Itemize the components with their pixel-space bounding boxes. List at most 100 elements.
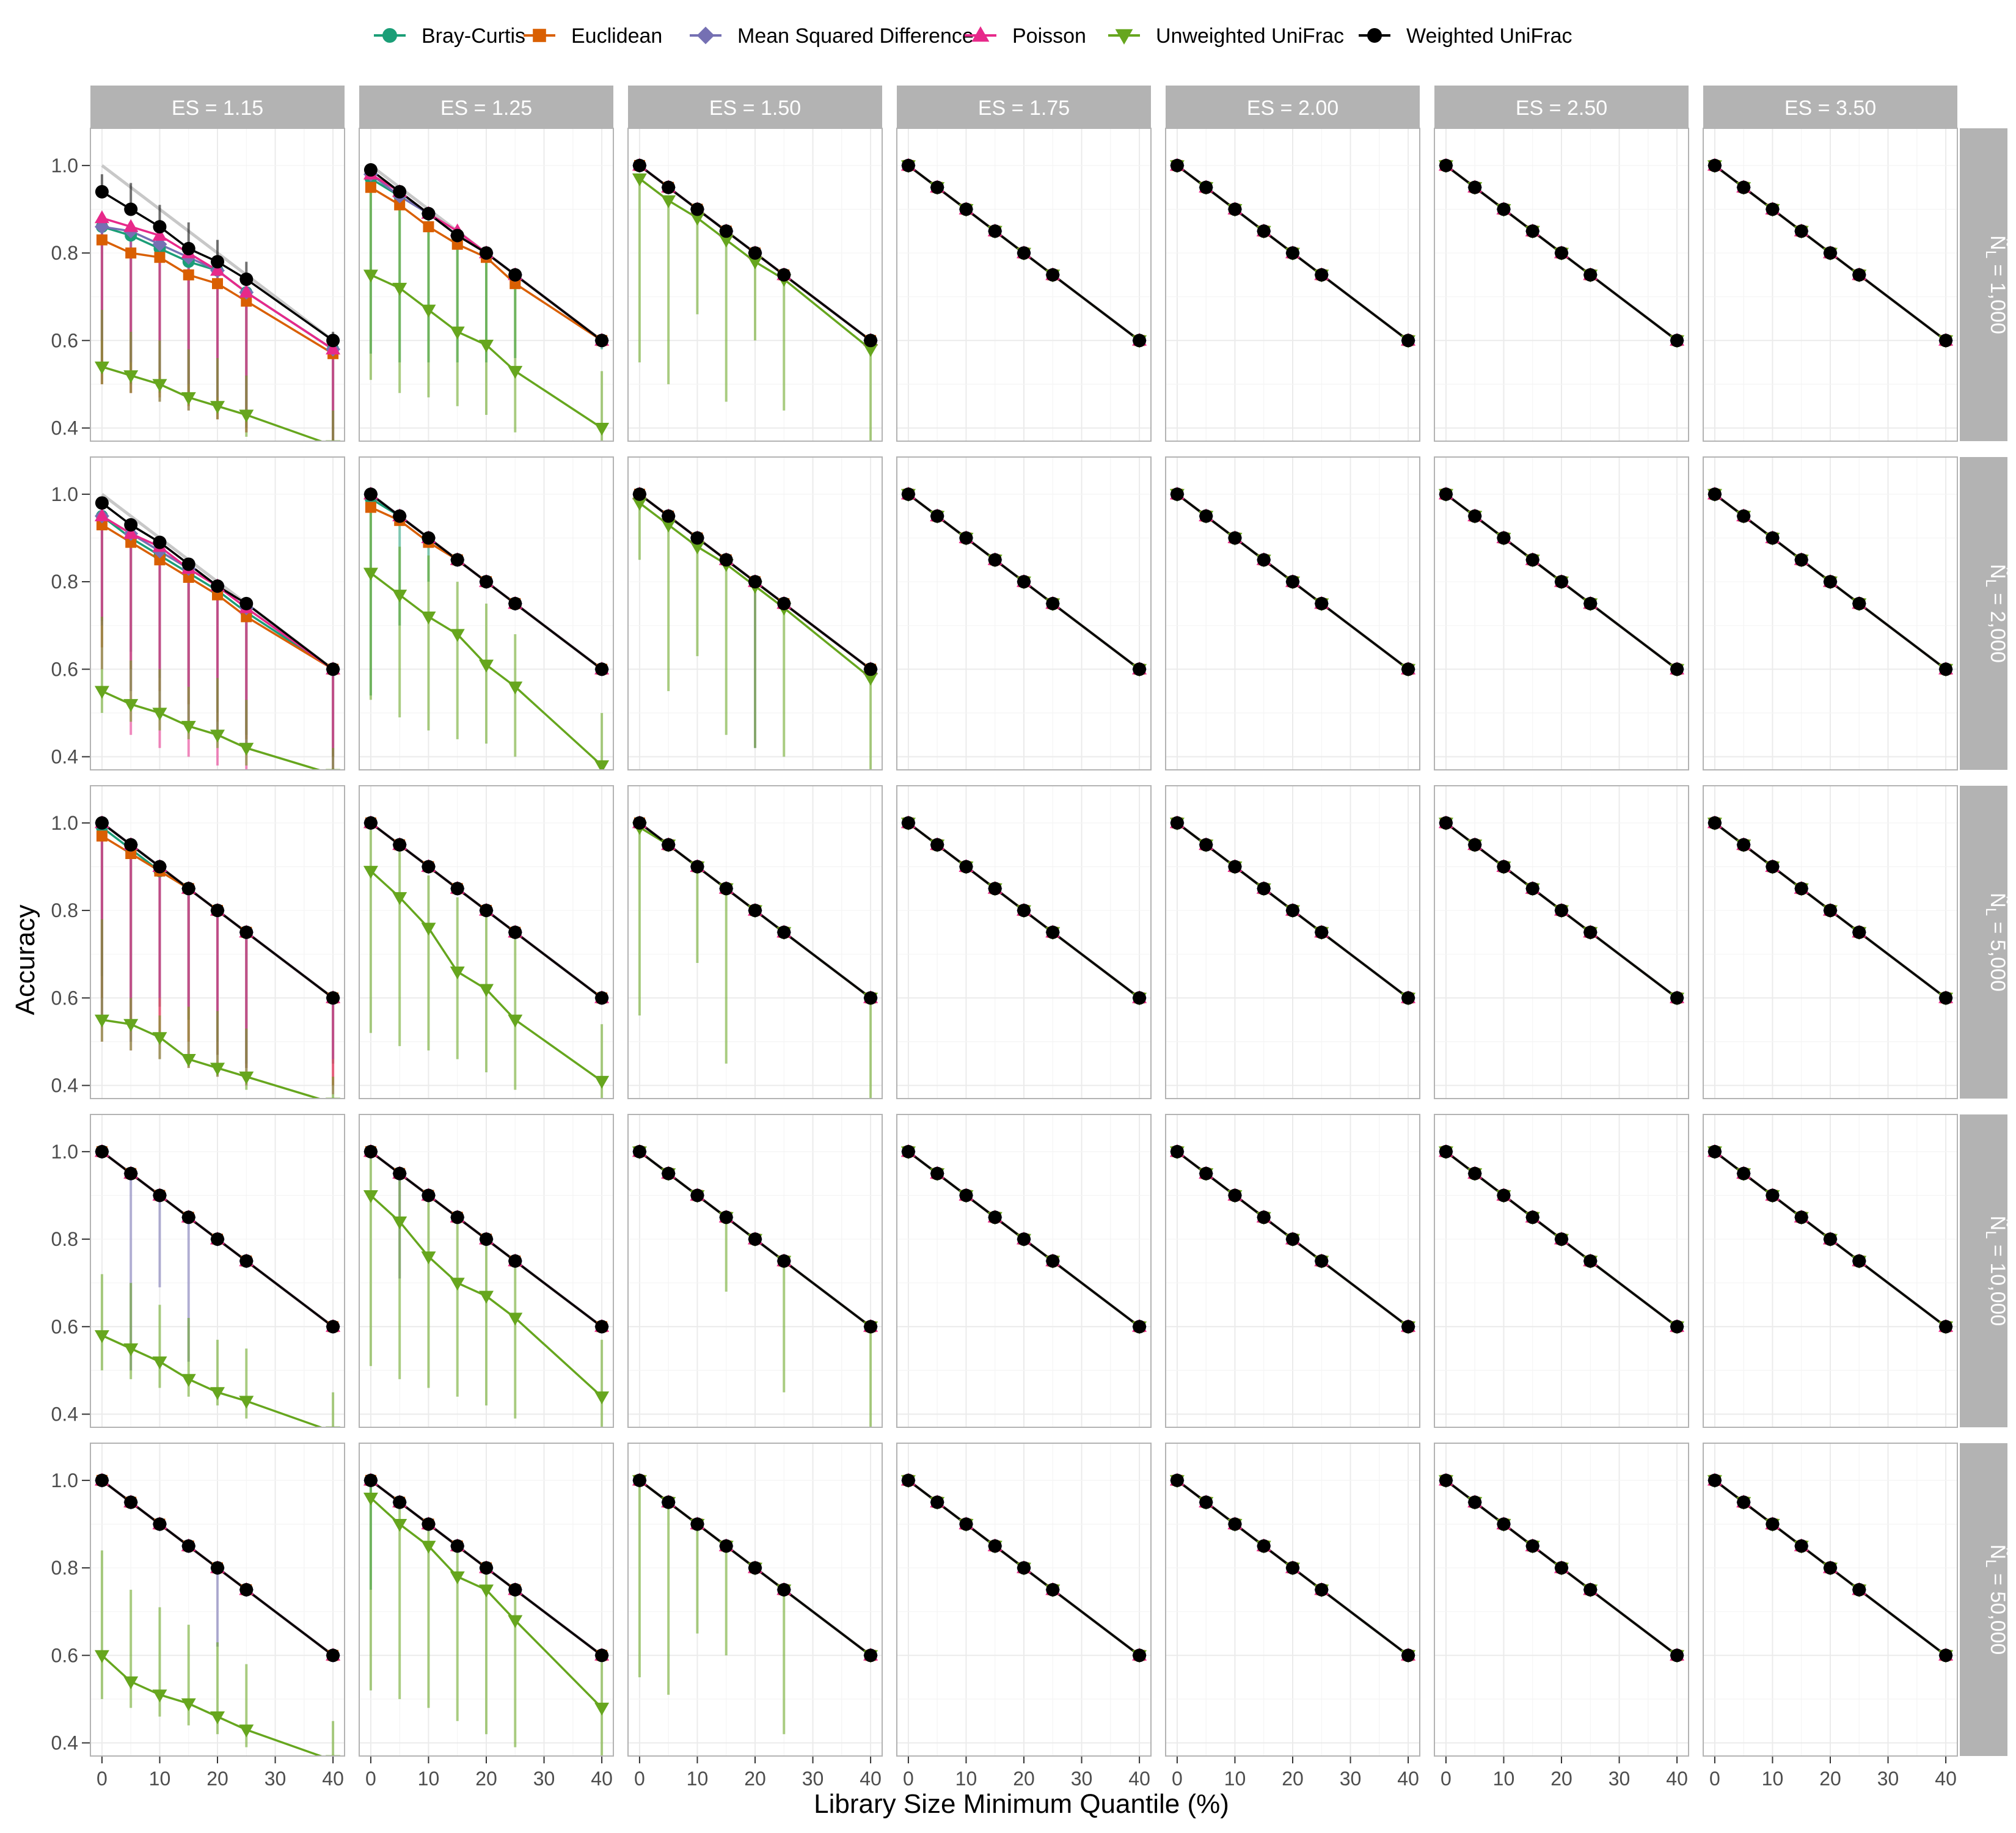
- data-point: [719, 224, 733, 238]
- data-point: [1133, 991, 1147, 1005]
- data-point: [1707, 158, 1722, 172]
- data-point: [421, 1540, 436, 1554]
- y-axis-title: Accuracy: [10, 905, 40, 1015]
- data-point: [1017, 246, 1031, 260]
- data-point: [1939, 334, 1953, 348]
- panel-border: [1434, 785, 1689, 1099]
- data-point: [326, 662, 340, 676]
- x-tick-label: 20: [1013, 1768, 1035, 1790]
- row-strip-label: ÑL = 10,000: [1982, 1216, 2009, 1326]
- legend-item: Poisson: [965, 24, 1086, 48]
- data-point: [508, 365, 523, 379]
- facet-panel: [896, 456, 1152, 770]
- x-tick-label: 10: [149, 1768, 171, 1790]
- data-point: [152, 1689, 167, 1703]
- data-point: [508, 681, 523, 695]
- data-point: [1583, 596, 1598, 610]
- facet-panel: [1434, 456, 1689, 770]
- panel-border: [1703, 456, 1958, 770]
- panel-plot-area: [1438, 815, 1685, 1006]
- column-strip: ES = 1.50: [628, 86, 882, 128]
- data-point: [210, 1063, 225, 1076]
- column-strip: ES = 2.00: [1166, 86, 1420, 128]
- data-point: [1852, 1582, 1866, 1597]
- data-point: [594, 760, 610, 770]
- data-point: [594, 423, 610, 436]
- row-strip-background: [1960, 128, 2007, 441]
- data-point: [864, 334, 878, 348]
- panel-plot-area: [1169, 815, 1416, 1006]
- y-tick-label: 0.6: [51, 1644, 78, 1666]
- data-point: [422, 1188, 436, 1202]
- data-point: [239, 925, 254, 939]
- data-point: [662, 180, 676, 194]
- x-tick-label: 30: [1877, 1768, 1899, 1790]
- data-point: [393, 1495, 407, 1509]
- column-strip-label: ES = 3.50: [1784, 97, 1876, 120]
- data-point: [1737, 838, 1751, 852]
- panel-border: [1165, 1443, 1420, 1757]
- data-point: [1766, 531, 1780, 545]
- data-point: [326, 991, 340, 1005]
- data-point: [1228, 1517, 1242, 1531]
- x-tick-label: 20: [1282, 1768, 1304, 1790]
- x-tick-label: 40: [1935, 1768, 1957, 1790]
- data-point: [96, 234, 108, 246]
- panel-grid: [1166, 457, 1420, 770]
- data-point: [392, 590, 407, 603]
- panel-border: [90, 128, 345, 442]
- data-point: [392, 892, 407, 906]
- panel-grid: [1703, 1114, 1957, 1427]
- row-strip-background: [1960, 1114, 2007, 1427]
- data-point: [777, 1254, 791, 1268]
- data-point: [365, 181, 376, 193]
- panel-border: [90, 456, 345, 770]
- x-axis-title: Library Size Minimum Quantile (%): [814, 1789, 1229, 1819]
- data-point: [1939, 1648, 1953, 1663]
- data-point: [393, 185, 407, 199]
- panel-plot-area: [900, 1473, 1147, 1663]
- panel-border: [90, 785, 345, 1099]
- y-tick-label: 0.6: [51, 987, 78, 1009]
- panel-border: [896, 128, 1152, 442]
- data-point: [480, 1232, 493, 1246]
- legend-marker: [1115, 29, 1133, 45]
- row-strip-background: [1960, 786, 2007, 1099]
- data-point: [326, 342, 341, 355]
- panel-plot-area: [1169, 486, 1416, 677]
- column-strip-label: ES = 2.50: [1516, 97, 1607, 120]
- x-tick-label: 30: [802, 1768, 824, 1790]
- data-point: [393, 1166, 407, 1180]
- data-point: [421, 304, 436, 318]
- panel-border: [1703, 785, 1958, 1099]
- y-tick-label: 0.4: [51, 1732, 78, 1754]
- data-point: [595, 334, 609, 348]
- data-point: [183, 269, 194, 280]
- panel-border: [1165, 785, 1420, 1099]
- panel-plot-area: [632, 1144, 878, 1427]
- column-strip-label: ES = 1.15: [172, 97, 263, 120]
- data-point: [1170, 816, 1184, 830]
- data-point: [123, 219, 139, 232]
- data-point: [719, 882, 733, 896]
- data-point: [1439, 1144, 1453, 1158]
- data-point: [1555, 904, 1568, 918]
- legend-item: Mean Squared Difference: [690, 24, 974, 48]
- row-strip-label: ÑL = 5,000: [1982, 893, 2009, 992]
- data-point: [153, 860, 167, 874]
- data-point: [1046, 268, 1060, 282]
- data-point: [181, 1374, 196, 1387]
- data-point: [326, 1097, 341, 1099]
- facet-panel: [1703, 1114, 1958, 1428]
- panel-border: [359, 1114, 614, 1428]
- panel-border: [359, 128, 614, 442]
- data-point: [595, 991, 609, 1005]
- data-point: [1670, 662, 1684, 676]
- column-strip-background: [90, 86, 345, 128]
- data-point: [480, 575, 493, 589]
- data-point: [748, 256, 762, 269]
- data-point: [365, 502, 376, 513]
- data-point: [864, 1320, 878, 1334]
- data-point: [1439, 158, 1453, 172]
- data-point: [152, 1032, 167, 1045]
